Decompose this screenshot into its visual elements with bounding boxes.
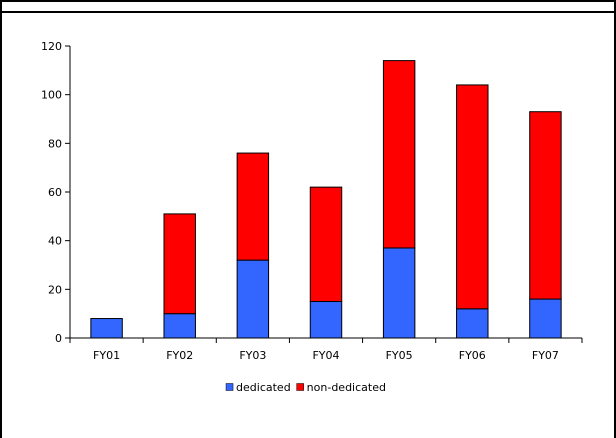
x-tick-label: FY03 [239,349,266,362]
x-tick-label: FY05 [386,349,413,362]
x-tick-label: FY06 [459,349,486,362]
bar-dedicated-fy07 [529,298,562,339]
y-axis: 0 20 40 60 80 100 120 [41,40,71,345]
bar-non-dedicated-fy03 [236,152,270,261]
legend: dedicated non-dedicated [225,381,386,394]
y-tick-label: 20 [48,283,62,296]
bar-non-dedicated-fy02 [163,213,196,315]
top-border-band [0,0,616,13]
bar-non-dedicated-fy06 [456,84,489,310]
y-tick-label: 40 [48,235,62,248]
legend-label-non-dedicated: non-dedicated [307,381,386,394]
bar-dedicated-fy06 [456,308,489,339]
bars [90,60,562,339]
x-tick-label: FY01 [93,349,120,362]
legend-swatch-non-dedicated [296,383,304,391]
x-tick-label: FY02 [166,349,193,362]
bar-dedicated-fy03 [236,259,270,339]
bar-non-dedicated-fy05 [382,60,416,249]
bar-dedicated-fy01 [90,318,123,339]
x-tick-label: FY04 [312,349,339,362]
legend-label-dedicated: dedicated [236,381,291,394]
x-axis: FY01 FY02 FY03 FY04 FY05 FY06 FY07 [69,337,583,362]
bar-dedicated-fy04 [309,301,343,339]
bar-non-dedicated-fy04 [309,186,343,302]
bar-dedicated-fy05 [382,247,416,339]
y-tick-label: 0 [55,332,62,345]
legend-swatch-dedicated [225,383,234,391]
y-tick-label: 100 [41,89,62,102]
y-tick-label: 60 [48,186,62,199]
bar-dedicated-fy02 [163,313,196,339]
y-tick-label: 80 [48,137,62,150]
y-tick-label: 120 [41,40,62,53]
bar-non-dedicated-fy07 [529,111,562,300]
x-tick-label: FY07 [532,349,559,362]
